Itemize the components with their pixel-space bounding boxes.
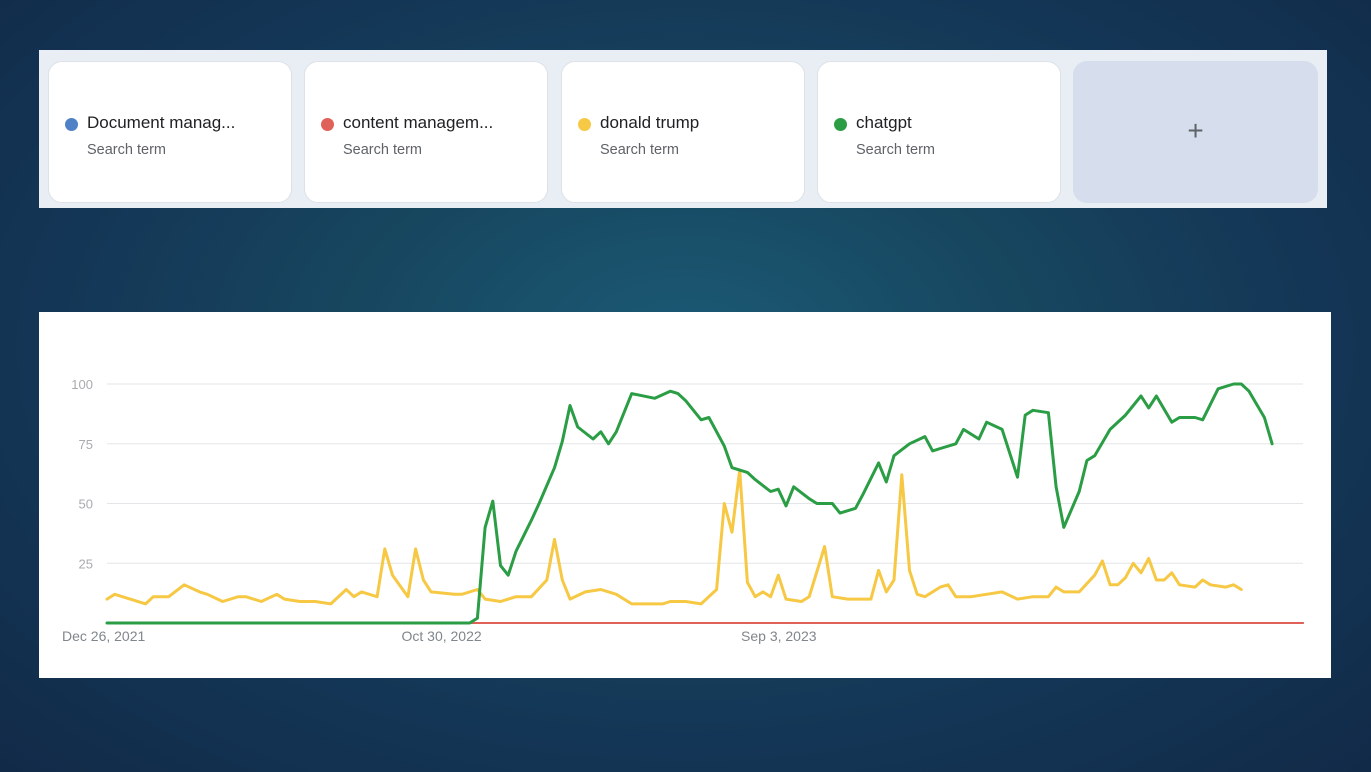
yellow-dot-icon: [578, 118, 591, 131]
search-term-card-donald-trump[interactable]: donald trump Search term: [561, 61, 805, 203]
search-term-label: donald trump: [600, 113, 700, 132]
search-term-label: content managem...: [343, 113, 494, 132]
search-term-card-chatgpt[interactable]: chatgpt Search term: [817, 61, 1061, 203]
search-term-label: Document manag...: [87, 113, 236, 132]
x-tick-label: Dec 26, 2021: [62, 628, 145, 644]
x-tick-label: Sep 3, 2023: [741, 628, 817, 644]
plus-icon: +: [1187, 115, 1204, 146]
search-term-type: Search term: [87, 142, 166, 158]
add-comparison-button[interactable]: +: [1073, 61, 1318, 203]
series-line-donald-trump: [105, 468, 1243, 606]
y-tick-label: 100: [71, 377, 93, 392]
search-term-label: chatgpt: [856, 113, 912, 132]
x-tick-label: Oct 30, 2022: [402, 628, 482, 644]
line-chart: 100 75 50 25 Dec 26, 2021 Oct 30, 2022 Sep 3, …: [62, 377, 1304, 644]
green-dot-icon: [834, 118, 847, 131]
red-dot-icon: [321, 118, 334, 131]
interest-over-time-chart: 100 75 50 25 Dec 26, 2021 Oct 30, 2022 Sep 3, …: [39, 312, 1331, 678]
search-term-type: Search term: [343, 142, 422, 158]
y-tick-label: 25: [79, 556, 93, 571]
search-term-card-content-management[interactable]: content managem... Search term: [304, 61, 548, 203]
y-tick-label: 50: [79, 497, 93, 512]
y-tick-label: 75: [79, 437, 93, 452]
blue-dot-icon: [65, 118, 78, 131]
search-term-card-document-management[interactable]: Document manag... Search term: [48, 61, 292, 203]
series-line-chatgpt: [105, 382, 1274, 625]
search-term-type: Search term: [600, 142, 679, 158]
search-term-type: Search term: [856, 142, 935, 158]
search-terms-bar: Document manag... Search term content ma…: [39, 50, 1327, 208]
